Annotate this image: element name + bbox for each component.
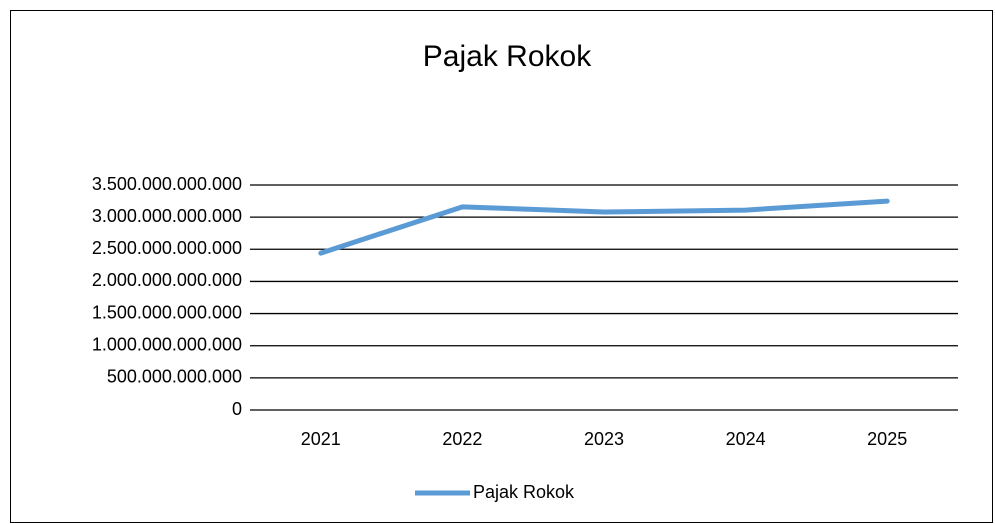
chart-title: Pajak Rokok: [423, 40, 592, 73]
y-tick-label: 3.000.000.000.000: [92, 206, 242, 226]
legend-label: Pajak Rokok: [473, 482, 575, 502]
x-tick-label: 2025: [867, 429, 907, 449]
y-tick-label: 2.500.000.000.000: [92, 238, 242, 258]
chart-border: [10, 10, 993, 523]
data-line: [318, 198, 890, 256]
y-tick-label: 1.500.000.000.000: [92, 302, 242, 322]
x-tick-label: 2021: [301, 429, 341, 449]
y-tick-label: 1.000.000.000.000: [92, 334, 242, 354]
y-tick-label: 2.000.000.000.000: [92, 270, 242, 290]
y-tick-label: 3.500.000.000.000: [92, 174, 242, 194]
x-tick-label: 2023: [584, 429, 624, 449]
y-tick-label: 0: [232, 399, 242, 419]
y-tick-label: 500.000.000.000: [107, 367, 242, 387]
x-tick-label: 2022: [442, 429, 482, 449]
x-tick-label: 2024: [726, 429, 766, 449]
